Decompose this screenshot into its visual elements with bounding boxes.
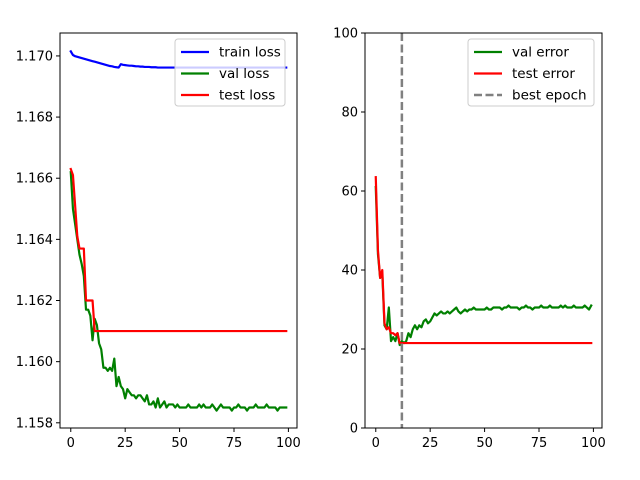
x-tick-label: 75 xyxy=(226,436,243,451)
series-line-test-loss xyxy=(69,167,288,333)
y-tick-label: 1.160 xyxy=(16,355,53,370)
axes-frame xyxy=(59,32,298,429)
y-tick-label: 80 xyxy=(341,106,358,121)
y-tick-label: 1.158 xyxy=(16,416,53,431)
y-tick-label: 60 xyxy=(341,185,358,200)
y-tick-label: 40 xyxy=(341,264,358,279)
legend-label-test-error: test error xyxy=(512,66,575,82)
x-tick-label: 50 xyxy=(171,436,188,451)
legend-box xyxy=(174,38,286,107)
chart-errors: 0 25 50 75 100 0 20 40 60 80 100 val error test erro… xyxy=(333,27,606,452)
y-tick-label: 1.164 xyxy=(16,233,53,248)
y-tick-label: 1.166 xyxy=(16,172,53,187)
legend-label-val-error: val error xyxy=(512,45,569,61)
x-tick-label: 25 xyxy=(117,436,134,451)
x-tick-label: 100 xyxy=(276,436,301,451)
chart-losses: 0 25 50 75 100 1.158 1.160 1.162 1.164 1.166 1.168… xyxy=(16,32,301,451)
axes-frame xyxy=(364,32,603,429)
x-tick-label: 50 xyxy=(476,436,493,451)
legend: val error test error best epoch xyxy=(467,38,595,107)
series-line-val-error xyxy=(374,185,593,347)
series-line-test-error xyxy=(374,176,593,345)
legend: train loss val loss test loss xyxy=(174,38,286,107)
legend-label-test-loss: test loss xyxy=(219,88,275,104)
x-tick-label: 25 xyxy=(422,436,439,451)
x-tick-label: 75 xyxy=(531,436,548,451)
y-tick-label: 1.168 xyxy=(16,111,53,126)
legend-label-best-epoch: best epoch xyxy=(512,88,587,104)
x-tick-label: 100 xyxy=(581,436,606,451)
plot-area xyxy=(374,33,593,428)
x-tick-label: 0 xyxy=(67,436,75,451)
legend-box xyxy=(467,38,595,107)
x-tick-label: 0 xyxy=(372,436,380,451)
series-line-val-loss xyxy=(69,170,288,412)
y-tick-label: 20 xyxy=(341,343,358,358)
legend-label-train-loss: train loss xyxy=(219,45,281,61)
y-tick-label: 0 xyxy=(350,422,358,437)
y-tick-label: 100 xyxy=(333,27,358,42)
y-tick-label: 1.170 xyxy=(16,49,53,64)
y-tick-label: 1.162 xyxy=(16,294,53,309)
legend-label-val-loss: val loss xyxy=(219,66,269,82)
